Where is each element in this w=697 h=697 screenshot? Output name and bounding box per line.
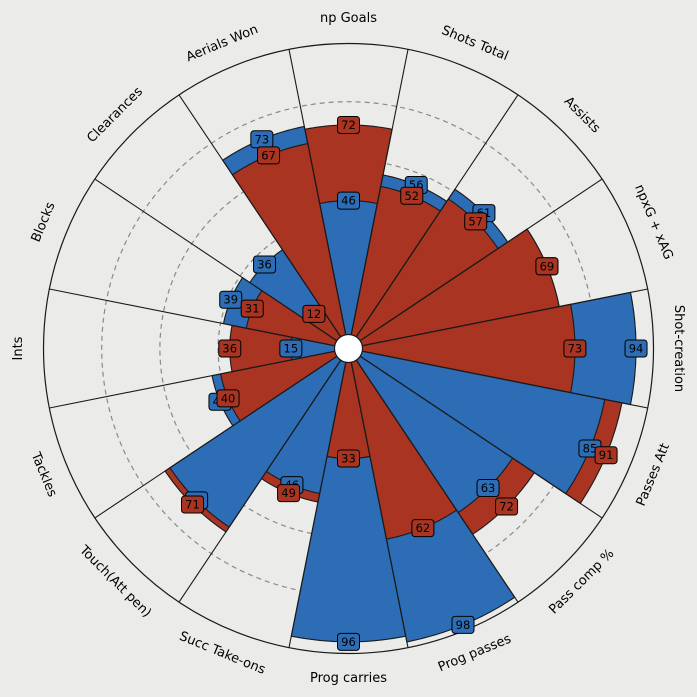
value-box-series-2 — [337, 115, 360, 134]
value-box-series-1 — [624, 339, 648, 358]
param-label: Assists — [561, 94, 603, 136]
value-box-series-1 — [279, 339, 303, 358]
bars — [164, 124, 637, 643]
param-label: np Goals — [320, 11, 377, 26]
value-box-series-2 — [411, 519, 435, 538]
value-label-series-1: 46 — [341, 194, 356, 208]
spoke — [178, 94, 342, 338]
value-label-series-2: 12 — [307, 307, 322, 321]
value-label-series-2: 57 — [468, 214, 483, 228]
value-label-series-2: 72 — [499, 500, 514, 514]
param-label: Tackles — [27, 449, 59, 499]
spoke — [362, 288, 648, 347]
spoke — [359, 355, 603, 519]
spoke — [178, 359, 342, 603]
spoke — [288, 362, 347, 648]
value-label-series-1: 85 — [583, 442, 598, 456]
value-box-series-2 — [337, 449, 360, 468]
value-label-series-1: 98 — [456, 618, 471, 632]
value-box-series-2 — [181, 495, 205, 514]
value-label-series-1: 94 — [629, 342, 644, 356]
value-box-series-2 — [218, 339, 242, 358]
param-label: Passes Att — [634, 441, 673, 508]
value-label-series-1: 15 — [284, 342, 299, 356]
value-box-series-1 — [451, 615, 475, 634]
value-label-series-1: 63 — [481, 481, 496, 495]
param-label: Blocks — [29, 200, 59, 245]
value-label-series-2: 31 — [245, 302, 260, 316]
spoke — [350, 49, 409, 335]
value-box-series-2 — [400, 186, 424, 205]
value-label-series-1: 39 — [223, 293, 238, 307]
value-box-series-2 — [495, 497, 519, 516]
value-labels: 4672565261576969947385916372986296334649… — [181, 115, 648, 651]
value-label-series-2: 62 — [416, 521, 431, 535]
value-label-series-2: 40 — [221, 391, 236, 405]
spoke — [355, 94, 519, 338]
spoke — [94, 178, 338, 342]
param-label: Prog carries — [310, 671, 387, 686]
spoke — [49, 350, 335, 409]
slice-background — [43, 288, 335, 409]
value-label-series-2: 69 — [540, 259, 555, 273]
spoke — [49, 288, 335, 347]
value-label-series-1: 36 — [257, 258, 272, 272]
value-box-series-1 — [219, 290, 243, 309]
outer-ring — [42, 42, 655, 655]
value-box-series-2 — [240, 299, 264, 318]
value-label-series-2: 91 — [599, 448, 614, 462]
center-hub — [333, 333, 364, 364]
value-label-series-2: 72 — [341, 118, 356, 132]
value-label-series-2: 67 — [261, 148, 276, 162]
value-box-series-2 — [535, 257, 559, 276]
value-box-series-2 — [216, 389, 240, 408]
value-label-series-2: 71 — [185, 497, 200, 511]
value-box-series-2 — [563, 339, 587, 358]
value-box-series-1 — [337, 632, 360, 651]
spoke — [362, 350, 648, 409]
spoke — [350, 362, 409, 648]
spokes — [49, 49, 648, 648]
value-label-series-1: 73 — [255, 132, 270, 146]
value-box-series-1 — [337, 191, 360, 210]
spoke — [355, 359, 519, 603]
value-label-series-2: 52 — [404, 189, 419, 203]
spoke — [94, 355, 338, 519]
value-box-series-2 — [277, 484, 301, 503]
value-box-series-2 — [257, 146, 281, 165]
param-label: Shots Total — [439, 23, 510, 64]
center-circle — [333, 333, 364, 364]
value-box-series-1 — [476, 479, 500, 498]
spoke — [288, 49, 347, 335]
value-box-series-2 — [464, 212, 488, 231]
param-label: Prog passes — [436, 632, 514, 676]
value-label-series-2: 49 — [281, 486, 296, 500]
param-label: npxG + xAG — [631, 182, 675, 262]
value-label-series-2: 33 — [341, 452, 356, 466]
value-box-series-2 — [594, 446, 618, 465]
param-label: Ints — [11, 336, 26, 360]
value-label-series-2: 36 — [222, 342, 237, 356]
param-label: Shot-creation — [671, 305, 686, 392]
value-box-series-1 — [253, 255, 277, 274]
value-label-series-2: 73 — [568, 342, 583, 356]
param-label: Aerials Won — [184, 22, 260, 65]
value-label-series-1: 96 — [341, 635, 356, 649]
value-box-series-2 — [302, 304, 326, 323]
spoke — [359, 178, 603, 342]
